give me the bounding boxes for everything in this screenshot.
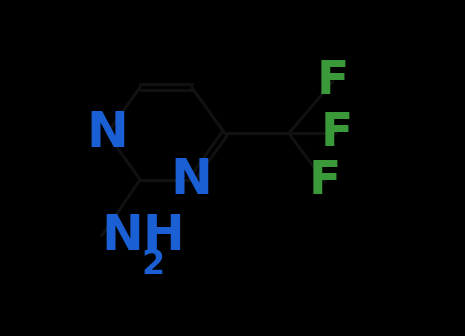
Text: 2: 2 (142, 248, 165, 281)
Text: N: N (171, 156, 213, 204)
Text: F: F (317, 59, 349, 104)
Text: N: N (86, 110, 128, 158)
Text: F: F (320, 111, 352, 156)
Text: NH: NH (102, 212, 186, 260)
Text: F: F (309, 160, 341, 205)
